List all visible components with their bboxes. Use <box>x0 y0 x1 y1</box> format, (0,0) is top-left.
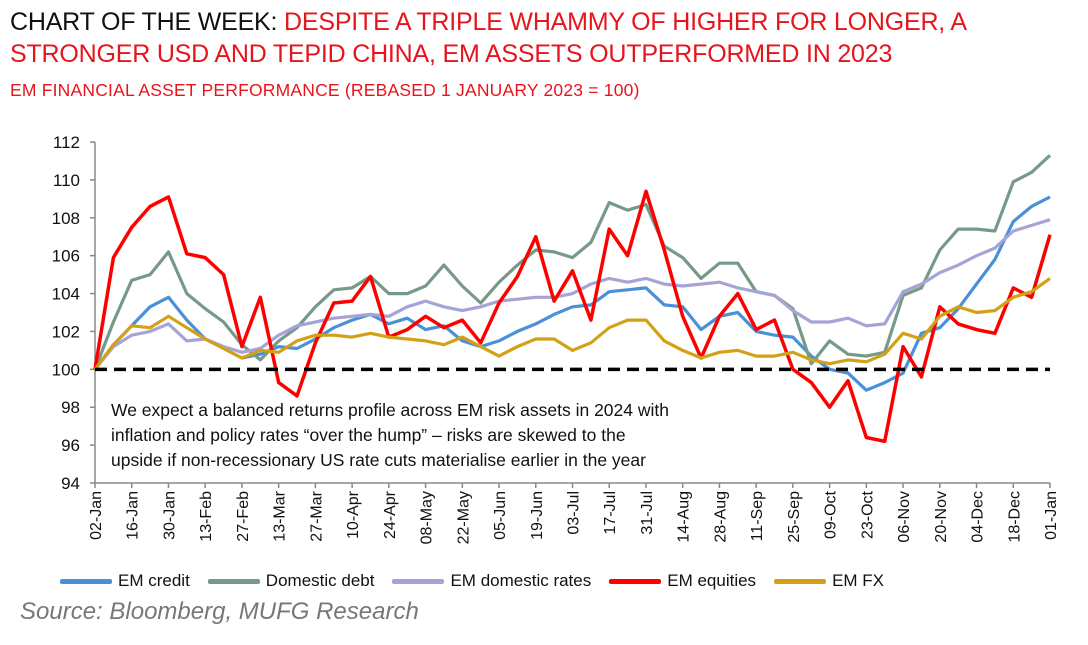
y-tick-label: 94 <box>61 474 80 493</box>
x-tick-label: 28-Aug <box>712 491 729 543</box>
legend-label: EM FX <box>832 571 885 590</box>
y-tick-label: 96 <box>61 436 80 455</box>
legend-label: Domestic debt <box>265 571 375 590</box>
chart-title-lead: CHART OF THE WEEK: <box>10 8 278 36</box>
x-tick-label: 18-Dec <box>1006 491 1023 543</box>
x-tick-label: 11-Sep <box>749 491 766 542</box>
x-tick-label: 08-May <box>419 491 436 544</box>
x-tick-label: 23-Oct <box>859 490 876 539</box>
x-tick-label: 17-Jul <box>602 491 619 535</box>
legend-item-domestic-debt: Domestic debt <box>207 571 375 591</box>
y-tick-label: 104 <box>52 285 80 304</box>
x-tick-label: 01-Jan <box>1043 491 1060 540</box>
x-tick-label: 10-Apr <box>345 490 362 539</box>
series-line-domestic-debt <box>93 154 1052 370</box>
chart-title: CHART OF THE WEEK: DESPITE A TRIPLE WHAM… <box>10 6 1085 70</box>
legend-swatch <box>207 578 260 584</box>
y-tick-label: 112 <box>53 133 80 152</box>
series-line-em-domestic-rates <box>93 218 1051 371</box>
x-tick-label: 31-Jul <box>639 491 656 535</box>
legend-swatch <box>774 578 827 584</box>
legend-label: EM domestic rates <box>450 571 592 590</box>
x-tick-label: 22-May <box>455 491 472 544</box>
series-line-em-fx <box>93 277 1051 371</box>
x-tick-label: 09-Oct <box>823 490 840 539</box>
x-tick-label: 27-Feb <box>235 491 252 542</box>
legend-swatch <box>609 578 662 584</box>
x-tick-label: 30-Jan <box>161 491 178 540</box>
y-tick-label: 110 <box>53 171 80 190</box>
y-tick-label: 106 <box>52 247 80 266</box>
x-tick-label: 25-Sep <box>786 491 803 543</box>
chart-title-headline: DESPITE A TRIPLE WHAMMY OF HIGHER FOR LO… <box>10 8 966 68</box>
annotation-line: inflation and policy rates “over the hum… <box>111 425 626 445</box>
x-tick-label: 13-Mar <box>272 490 289 541</box>
series-line-em-equities <box>93 189 1052 444</box>
series-lines <box>93 154 1052 444</box>
annotation-box: We expect a balanced returns profile acr… <box>107 398 673 473</box>
x-tick-label: 13-Feb <box>198 491 215 542</box>
legend: EM credit Domestic debt EM domestic rate… <box>60 571 902 591</box>
x-tick-label: 06-Nov <box>896 491 913 543</box>
y-tick-label: 102 <box>52 322 80 341</box>
chart-subtitle: EM FINANCIAL ASSET PERFORMANCE (REBASED … <box>10 80 640 100</box>
legend-item-em-domestic-rates: EM domestic rates <box>392 571 591 591</box>
annotation-line: upside if non-recessionary US rate cuts … <box>111 450 646 470</box>
legend-label: EM equities <box>667 571 757 590</box>
legend-item-em-fx: EM FX <box>774 571 884 591</box>
y-tick-label: 98 <box>61 398 80 417</box>
y-tick-label: 108 <box>52 209 80 228</box>
legend-item-em-credit: EM credit <box>60 571 190 591</box>
x-tick-label: 19-Jun <box>529 491 546 540</box>
x-tick-label: 05-Jun <box>492 491 509 540</box>
x-tick-label: 24-Apr <box>382 490 399 539</box>
legend-swatch <box>60 578 112 584</box>
axes: 94 96 98 100 102 104 106 108 110 112 02-Jan 16-Jan 3… <box>52 133 1060 544</box>
annotation-line: We expect a balanced returns profile acr… <box>111 400 669 420</box>
x-tick-label: 03-Jul <box>566 491 583 535</box>
x-tick-label: 20-Nov <box>933 491 950 543</box>
legend-swatch <box>392 578 445 584</box>
x-tick-label: 27-Mar <box>308 490 325 541</box>
legend-item-em-equities: EM equities <box>609 571 756 591</box>
x-tick-label: 04-Dec <box>970 491 987 543</box>
source-note: Source: Bloomberg, MUFG Research <box>20 598 419 625</box>
x-tick-label: 14-Aug <box>676 491 693 543</box>
x-tick-label: 02-Jan <box>88 491 105 540</box>
x-tick-label: 16-Jan <box>125 491 142 540</box>
legend-label: EM credit <box>118 571 190 590</box>
y-tick-label: 100 <box>52 360 80 379</box>
